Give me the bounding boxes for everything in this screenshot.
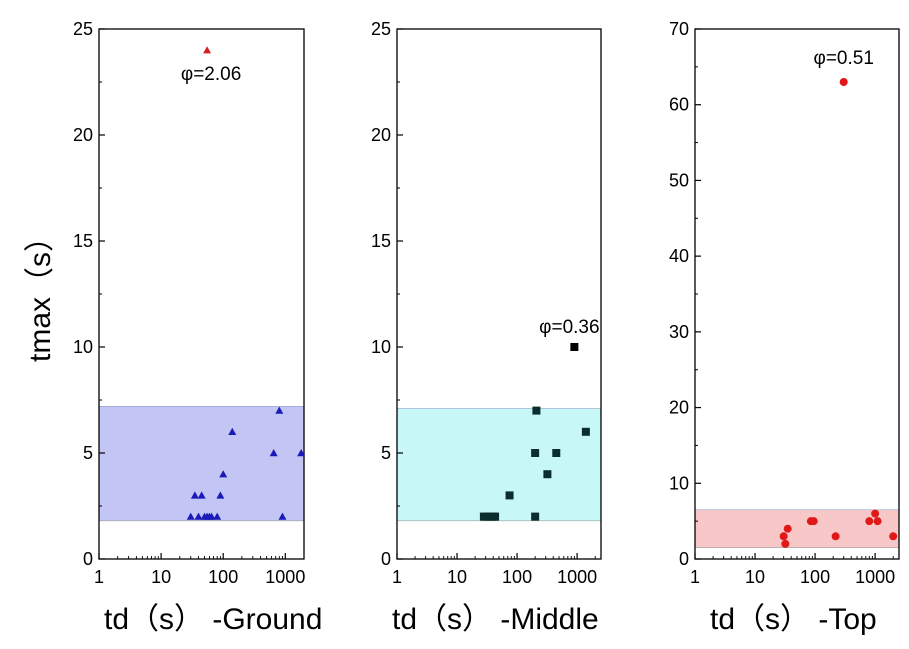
data-point — [581, 427, 590, 436]
x-tick-label: 1 — [94, 567, 104, 587]
x-tick-label: 100 — [208, 567, 238, 587]
x-axis-label: td（s） -Ground — [104, 603, 322, 636]
x-tick-label: 10 — [151, 567, 171, 587]
data-point — [543, 470, 552, 479]
y-tick-label: 15 — [371, 231, 391, 251]
panel-top: 0 10 20 30 40 50 60 70 1 10 100 1000 φ=0.51 td（s） -To… — [669, 19, 900, 636]
data-point — [228, 427, 237, 435]
panel-middle: 0 5 10 15 20 25 1 10 100 1000 φ=0.36 td（s） -Middle — [371, 19, 602, 636]
x-tick-label: 1000 — [265, 567, 305, 587]
data-point — [197, 491, 206, 499]
y-tick-label: 10 — [371, 337, 391, 357]
data-point — [275, 406, 284, 414]
y-tick-label: 20 — [371, 125, 391, 145]
shaded-band — [99, 406, 304, 521]
data-point — [186, 512, 195, 520]
y-tick-label: 30 — [669, 322, 689, 342]
data-point — [213, 512, 222, 520]
y-tick-label: 40 — [669, 246, 689, 266]
y-tick-label: 50 — [669, 170, 689, 190]
y-axis-label: tmax（s） — [24, 222, 57, 362]
data-point — [552, 449, 561, 457]
data-point — [873, 517, 882, 526]
x-tick-label: 1000 — [855, 567, 895, 587]
outlier-annotation: φ=0.36 — [539, 317, 599, 338]
y-tick-label: 60 — [669, 95, 689, 115]
x-tick-label: 10 — [745, 567, 765, 587]
y-tick-label: 0 — [679, 549, 689, 569]
x-tick-label: 1 — [690, 567, 700, 587]
outlier-point — [203, 46, 212, 54]
y-tick-label: 10 — [669, 473, 689, 493]
data-point — [831, 532, 840, 541]
x-axis-label: td（s） -Top — [710, 603, 877, 636]
x-tick-label: 100 — [502, 567, 532, 587]
y-tick-label: 20 — [73, 125, 93, 145]
data-point — [865, 517, 874, 526]
data-point — [297, 449, 306, 457]
x-tick-label: 10 — [447, 567, 467, 587]
data-point — [216, 491, 225, 499]
data-point — [505, 491, 514, 500]
data-point — [779, 532, 788, 541]
y-tick-label: 15 — [73, 231, 93, 251]
x-tick-label: 1000 — [557, 567, 597, 587]
y-tick-label: 0 — [83, 549, 93, 569]
data-point — [531, 512, 540, 521]
shaded-band — [397, 408, 601, 521]
data-point — [781, 539, 790, 548]
data-point — [889, 532, 898, 541]
outlier-annotation: φ=0.51 — [814, 48, 874, 69]
data-point — [809, 517, 818, 526]
shaded-band — [695, 509, 899, 548]
y-tick-label: 5 — [381, 443, 391, 463]
data-point — [207, 512, 216, 520]
outlier-point — [839, 78, 848, 86]
y-tick-label: 0 — [381, 549, 391, 569]
outlier-point — [570, 343, 579, 351]
x-tick-label: 100 — [800, 567, 830, 587]
data-point — [491, 512, 500, 521]
y-tick-label: 5 — [83, 443, 93, 463]
data-point — [532, 406, 541, 415]
panel-ground: 0 5 10 15 20 25 1 10 100 1000 φ=2.06 td（s） -Ground — [73, 19, 322, 636]
y-tick-label: 25 — [73, 19, 93, 39]
data-point — [190, 491, 199, 499]
data-point — [783, 524, 792, 533]
x-axis-label: td（s） -Middle — [392, 603, 599, 636]
data-point — [871, 509, 880, 518]
data-point — [194, 512, 203, 520]
y-tick-label: 20 — [669, 398, 689, 418]
outlier-annotation: φ=2.06 — [181, 64, 241, 85]
y-tick-label: 10 — [73, 337, 93, 357]
data-point — [531, 449, 540, 457]
y-tick-label: 25 — [371, 19, 391, 39]
y-tick-label: 70 — [669, 19, 689, 39]
data-point — [219, 470, 228, 478]
plot-frame — [694, 28, 900, 560]
data-point — [278, 512, 287, 520]
x-tick-label: 1 — [392, 567, 402, 587]
data-point — [269, 449, 278, 457]
